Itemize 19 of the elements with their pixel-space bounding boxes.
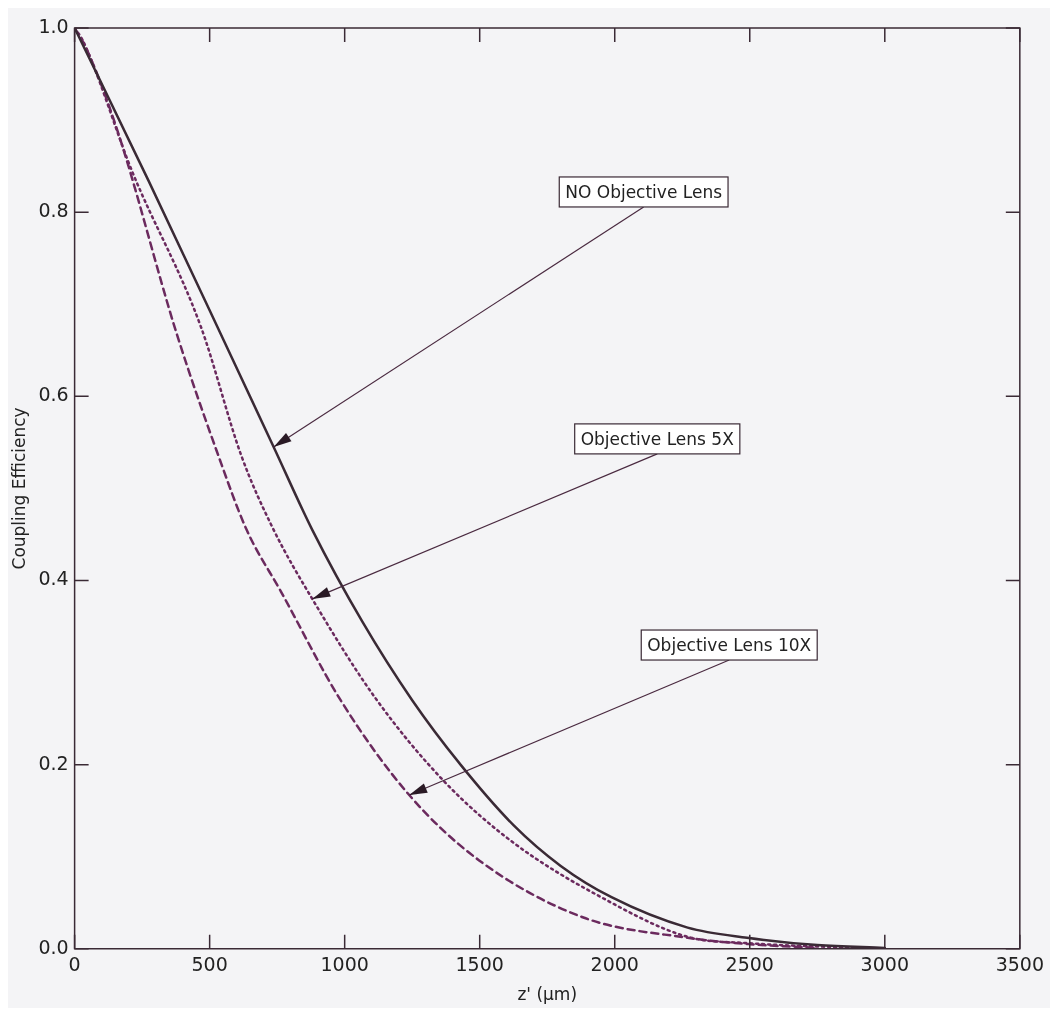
y-tick-label: 0.2: [38, 751, 69, 774]
x-tick-label: 500: [191, 953, 228, 976]
y-tick-label: 0.0: [38, 935, 69, 958]
x-tick-label: 1500: [455, 953, 504, 976]
annotation: NO Objective Lens: [565, 181, 723, 202]
x-tick-label: 0: [68, 953, 81, 976]
x-tick-label: 1000: [320, 953, 369, 976]
annotation: Objective Lens 5X: [580, 428, 735, 449]
y-tick-label: 0.8: [38, 199, 69, 222]
x-tick-label: 3000: [860, 953, 909, 976]
x-tick-label: 2000: [590, 953, 639, 976]
y-tick-label: 1.0: [38, 14, 69, 37]
annotation: Objective Lens 10X: [647, 635, 812, 656]
x-axis-title: z' (μm): [517, 984, 578, 1005]
x-tick-label: 2500: [725, 953, 774, 976]
y-tick-label: 0.6: [38, 383, 69, 406]
x-tick-label: 3500: [995, 953, 1044, 976]
y-axis-title: Coupling Efficiency: [8, 407, 29, 570]
y-tick-label: 0.4: [38, 567, 69, 590]
